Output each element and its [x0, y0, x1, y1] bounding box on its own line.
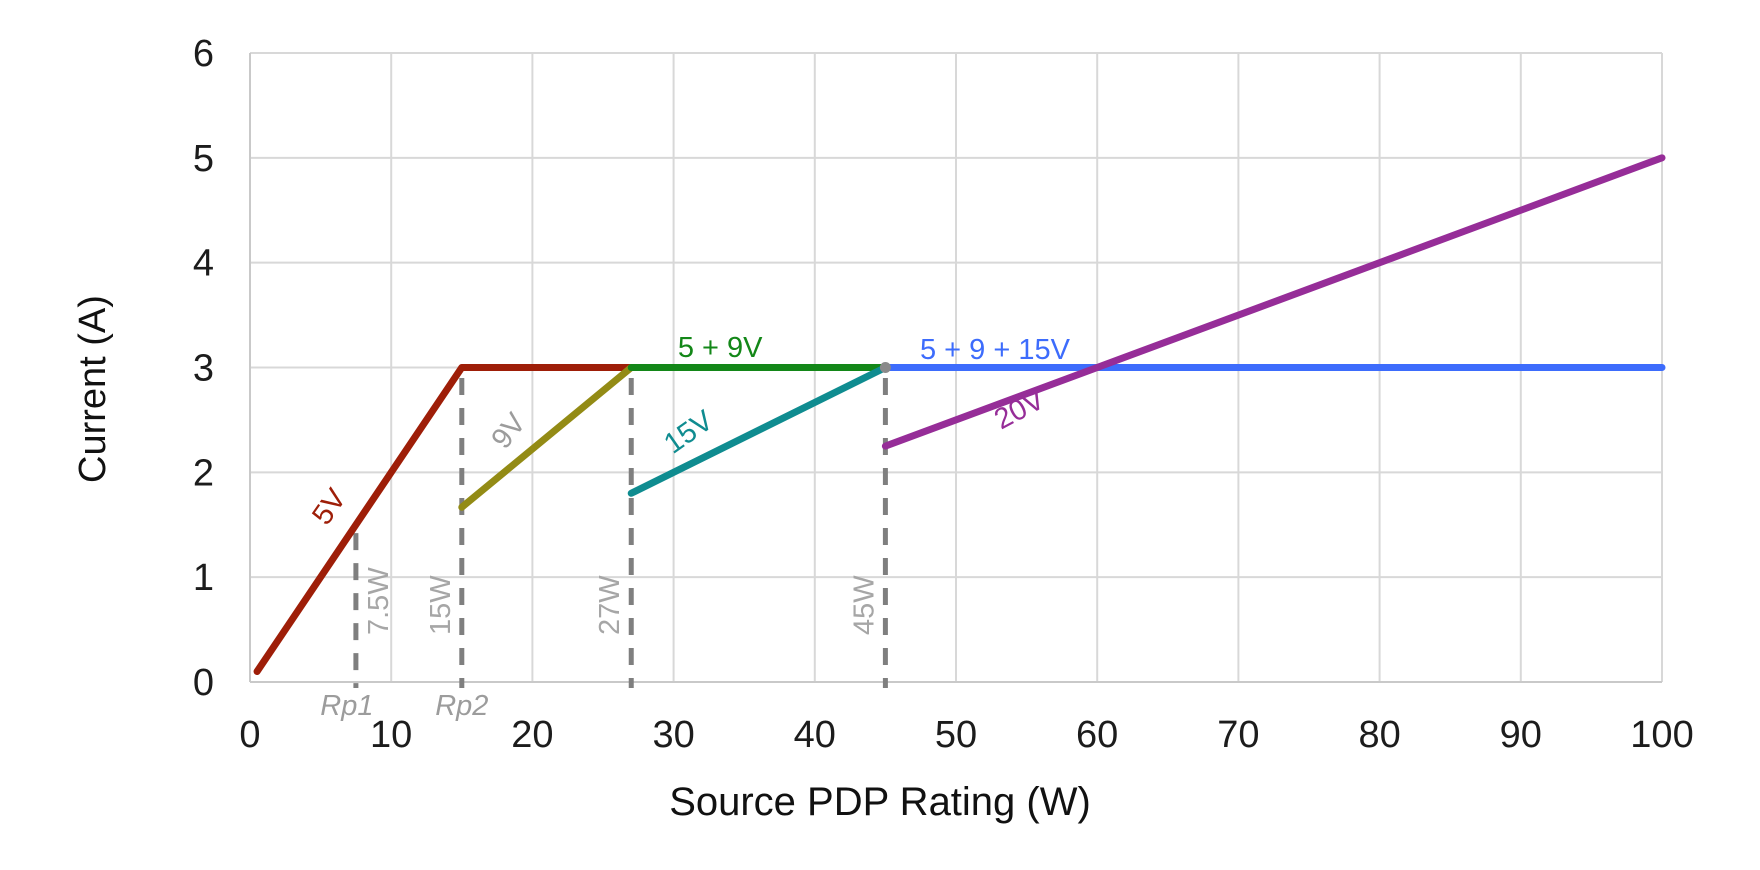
series-label-5V: 5V: [306, 483, 353, 531]
power-marker-label-45W: 45W: [848, 575, 880, 635]
series-line-15V: [627, 364, 889, 497]
y-tick-label: 2: [193, 452, 214, 494]
series-label-9V: 9V: [485, 407, 532, 455]
x-tick-label: 80: [1358, 714, 1400, 756]
x-tick-label: 70: [1217, 714, 1259, 756]
x-axis-title: Source PDP Rating (W): [669, 780, 1091, 824]
power-marker-label-7.5W: 7.5W: [363, 567, 395, 635]
rp-label-Rp2: Rp2: [435, 690, 488, 722]
y-tick-label: 4: [193, 243, 214, 285]
y-tick-label: 0: [193, 662, 214, 704]
series-line-20V: [881, 154, 1666, 450]
x-tick-label: 60: [1076, 714, 1118, 756]
x-tick-label: 100: [1630, 714, 1693, 756]
y-tick-label: 1: [193, 557, 214, 599]
series-junction-dot: [879, 362, 891, 373]
x-tick-label: 0: [239, 714, 260, 756]
power-marker-label-27W: 27W: [594, 575, 626, 635]
y-tick-label: 6: [193, 33, 214, 75]
y-tick-label: 3: [193, 348, 214, 390]
y-tick-label: 5: [193, 138, 214, 180]
series-label-5 + 9V: 5 + 9V: [678, 332, 763, 364]
x-tick-label: 10: [370, 714, 412, 756]
x-tick-label: 90: [1500, 714, 1542, 756]
series-line-9V: [458, 364, 635, 511]
x-tick-label: 40: [794, 714, 836, 756]
x-tick-label: 50: [935, 714, 977, 756]
x-tick-label: 20: [511, 714, 553, 756]
y-axis-title: Current (A): [72, 295, 114, 483]
x-tick-label: 30: [652, 714, 694, 756]
series-label-5 + 9 + 15V: 5 + 9 + 15V: [920, 334, 1071, 366]
power-marker-label-15W: 15W: [425, 575, 457, 635]
rp-label-Rp1: Rp1: [320, 690, 373, 722]
series-line-5V: [253, 364, 635, 676]
